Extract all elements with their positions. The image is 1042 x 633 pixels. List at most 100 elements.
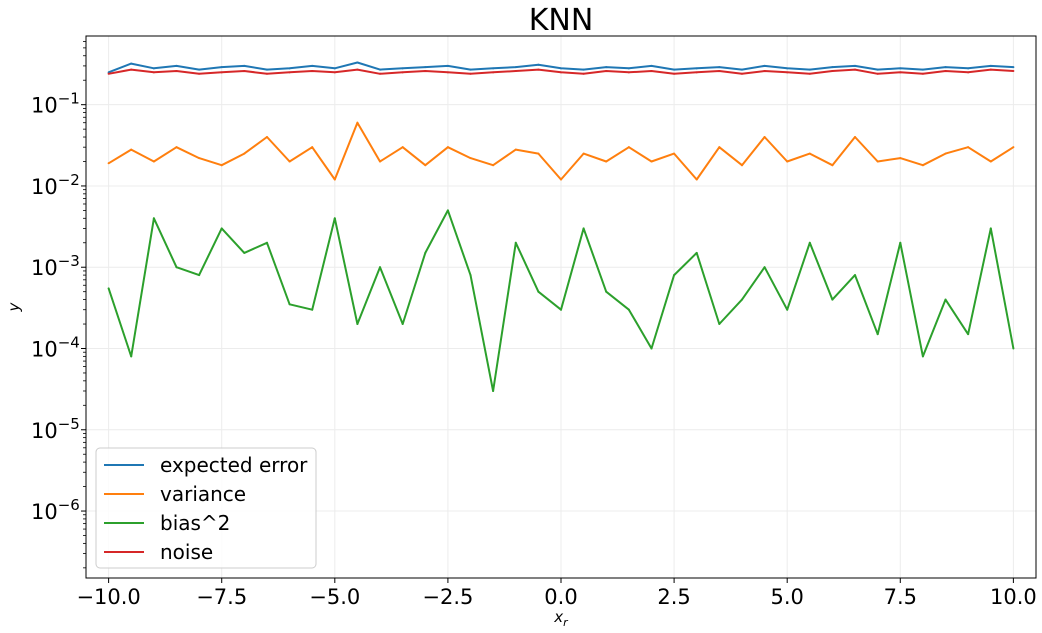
y-tick-label-base: 10 <box>31 337 58 361</box>
data-point <box>288 67 291 70</box>
data-point <box>175 146 178 149</box>
legend-label: expected error <box>160 453 308 477</box>
data-point <box>514 69 517 72</box>
y-tick-label: 10−5 <box>31 415 80 443</box>
data-point <box>220 227 223 230</box>
data-point <box>673 72 676 75</box>
data-point <box>808 152 811 155</box>
data-point <box>333 67 336 70</box>
data-point <box>514 66 517 69</box>
data-point <box>718 146 721 149</box>
data-point <box>673 152 676 155</box>
data-point <box>763 69 766 72</box>
legend-box <box>95 447 317 569</box>
data-point <box>220 164 223 167</box>
data-point <box>921 355 924 358</box>
y-axis-label: y <box>5 301 23 312</box>
x-tick-label: 7.5 <box>884 585 917 609</box>
y-tick-label-base: 10 <box>31 500 58 524</box>
data-point <box>198 157 201 160</box>
x-tick-label: −7.5 <box>196 585 247 609</box>
data-point <box>740 164 743 167</box>
data-point <box>446 71 449 74</box>
data-point <box>243 251 246 254</box>
data-point <box>763 64 766 67</box>
chart-title: KNN <box>529 3 594 38</box>
data-point <box>921 72 924 75</box>
data-point <box>695 178 698 181</box>
data-point <box>379 266 382 269</box>
x-tick-label: −5.0 <box>309 585 360 609</box>
data-point <box>175 266 178 269</box>
data-point <box>718 66 721 69</box>
data-point <box>333 217 336 220</box>
x-tick-label: −10.0 <box>76 585 140 609</box>
y-tick-label-exponent: −5 <box>58 415 80 433</box>
data-point <box>718 69 721 72</box>
data-point <box>989 160 992 163</box>
y-tick-label-exponent: −1 <box>58 90 80 108</box>
data-point <box>311 146 314 149</box>
data-point <box>560 178 562 181</box>
data-point <box>333 71 336 74</box>
data-point <box>492 389 495 392</box>
data-point <box>854 274 857 277</box>
data-point <box>514 148 517 151</box>
data-point <box>537 63 540 66</box>
data-point <box>379 72 382 75</box>
data-point <box>311 69 314 72</box>
data-point <box>989 68 992 71</box>
legend-label: noise <box>160 540 213 564</box>
data-point <box>763 266 766 269</box>
data-point <box>650 69 653 72</box>
data-point <box>718 323 721 326</box>
data-point <box>944 66 947 69</box>
data-point <box>1012 66 1015 69</box>
data-point <box>130 62 133 65</box>
data-point <box>605 69 608 72</box>
data-point <box>695 251 698 254</box>
data-point <box>695 67 698 70</box>
data-point <box>808 72 811 75</box>
data-point <box>831 164 834 167</box>
data-point <box>605 66 608 69</box>
data-point <box>265 136 268 139</box>
data-point <box>854 64 857 67</box>
y-tick-label: 10−6 <box>31 496 80 524</box>
y-tick-label-base: 10 <box>31 256 58 280</box>
x-axis-label-main: x <box>553 608 563 626</box>
data-point <box>876 333 879 336</box>
data-point <box>808 68 811 71</box>
series-layer <box>107 61 1015 392</box>
data-point <box>198 72 201 75</box>
data-point <box>492 164 495 167</box>
data-point <box>876 72 879 75</box>
y-tick-label-exponent: −6 <box>58 496 80 514</box>
data-point <box>333 178 336 181</box>
data-point <box>198 68 201 71</box>
data-point <box>560 71 562 74</box>
y-axis: 10−610−510−410−310−210−1 <box>31 41 86 569</box>
y-tick-label-base: 10 <box>31 94 58 118</box>
y-tick-label-base: 10 <box>31 175 58 199</box>
data-point <box>220 71 223 74</box>
data-point <box>673 68 676 71</box>
data-point <box>786 71 789 74</box>
data-point <box>944 298 947 301</box>
data-point <box>1012 69 1015 72</box>
data-point <box>582 152 585 155</box>
data-point <box>786 160 789 163</box>
x-axis: −10.0 −7.5 −5.0 −2.5 0.0 2.5 5.0 7.5 10.0 <box>76 578 1037 609</box>
legend-label: variance <box>160 482 246 506</box>
data-point <box>424 164 427 167</box>
data-point <box>446 64 449 67</box>
data-point <box>854 68 857 71</box>
data-point <box>582 72 585 75</box>
data-point <box>107 162 110 165</box>
data-point <box>492 71 495 74</box>
data-point <box>401 71 404 74</box>
x-tick-label: 10.0 <box>990 585 1037 609</box>
data-point <box>673 274 676 277</box>
data-point <box>967 146 970 149</box>
